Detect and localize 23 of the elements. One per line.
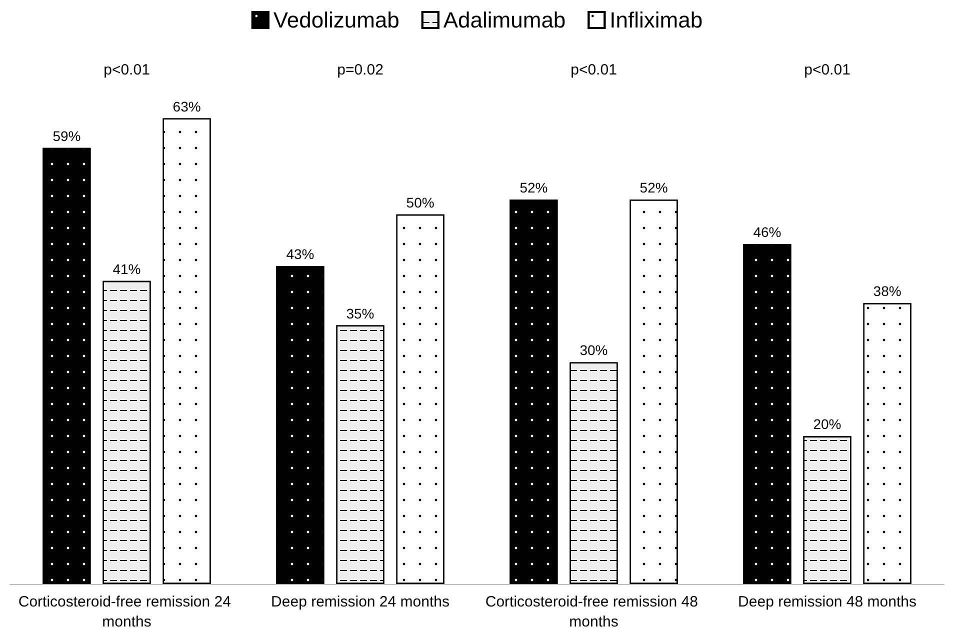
text: p=0.02: [337, 62, 384, 78]
text: p<0.01: [570, 62, 617, 78]
data-label: 46%: [753, 224, 782, 240]
text: p<0.01: [804, 62, 850, 78]
legend-label: Adalimumab: [443, 8, 566, 32]
data-label: 50%: [406, 194, 434, 210]
legend-label: Vedolizumab: [273, 8, 400, 32]
data-label: 59%: [52, 128, 81, 144]
data-label: 30%: [580, 342, 608, 358]
x-tick-label: Corticosteroid-free remission 48 months: [485, 594, 702, 630]
legend-label: Infliximab: [610, 8, 703, 32]
data-label: 52%: [520, 180, 548, 196]
data-label: 52%: [640, 180, 668, 196]
x-tick-label: Deep remission 48 months: [738, 594, 916, 610]
text: p<0.01: [104, 62, 150, 78]
x-tick-label: Corticosteroid-free remission 24 months: [18, 594, 236, 630]
x-tick-label: Deep remission 24 months: [271, 594, 450, 610]
data-label: 20%: [813, 416, 842, 432]
data-label: 41%: [112, 260, 141, 277]
data-label: 43%: [286, 246, 314, 262]
data-label: 35%: [346, 305, 374, 322]
data-label: 38%: [873, 283, 902, 300]
data-label: 63%: [172, 98, 201, 114]
